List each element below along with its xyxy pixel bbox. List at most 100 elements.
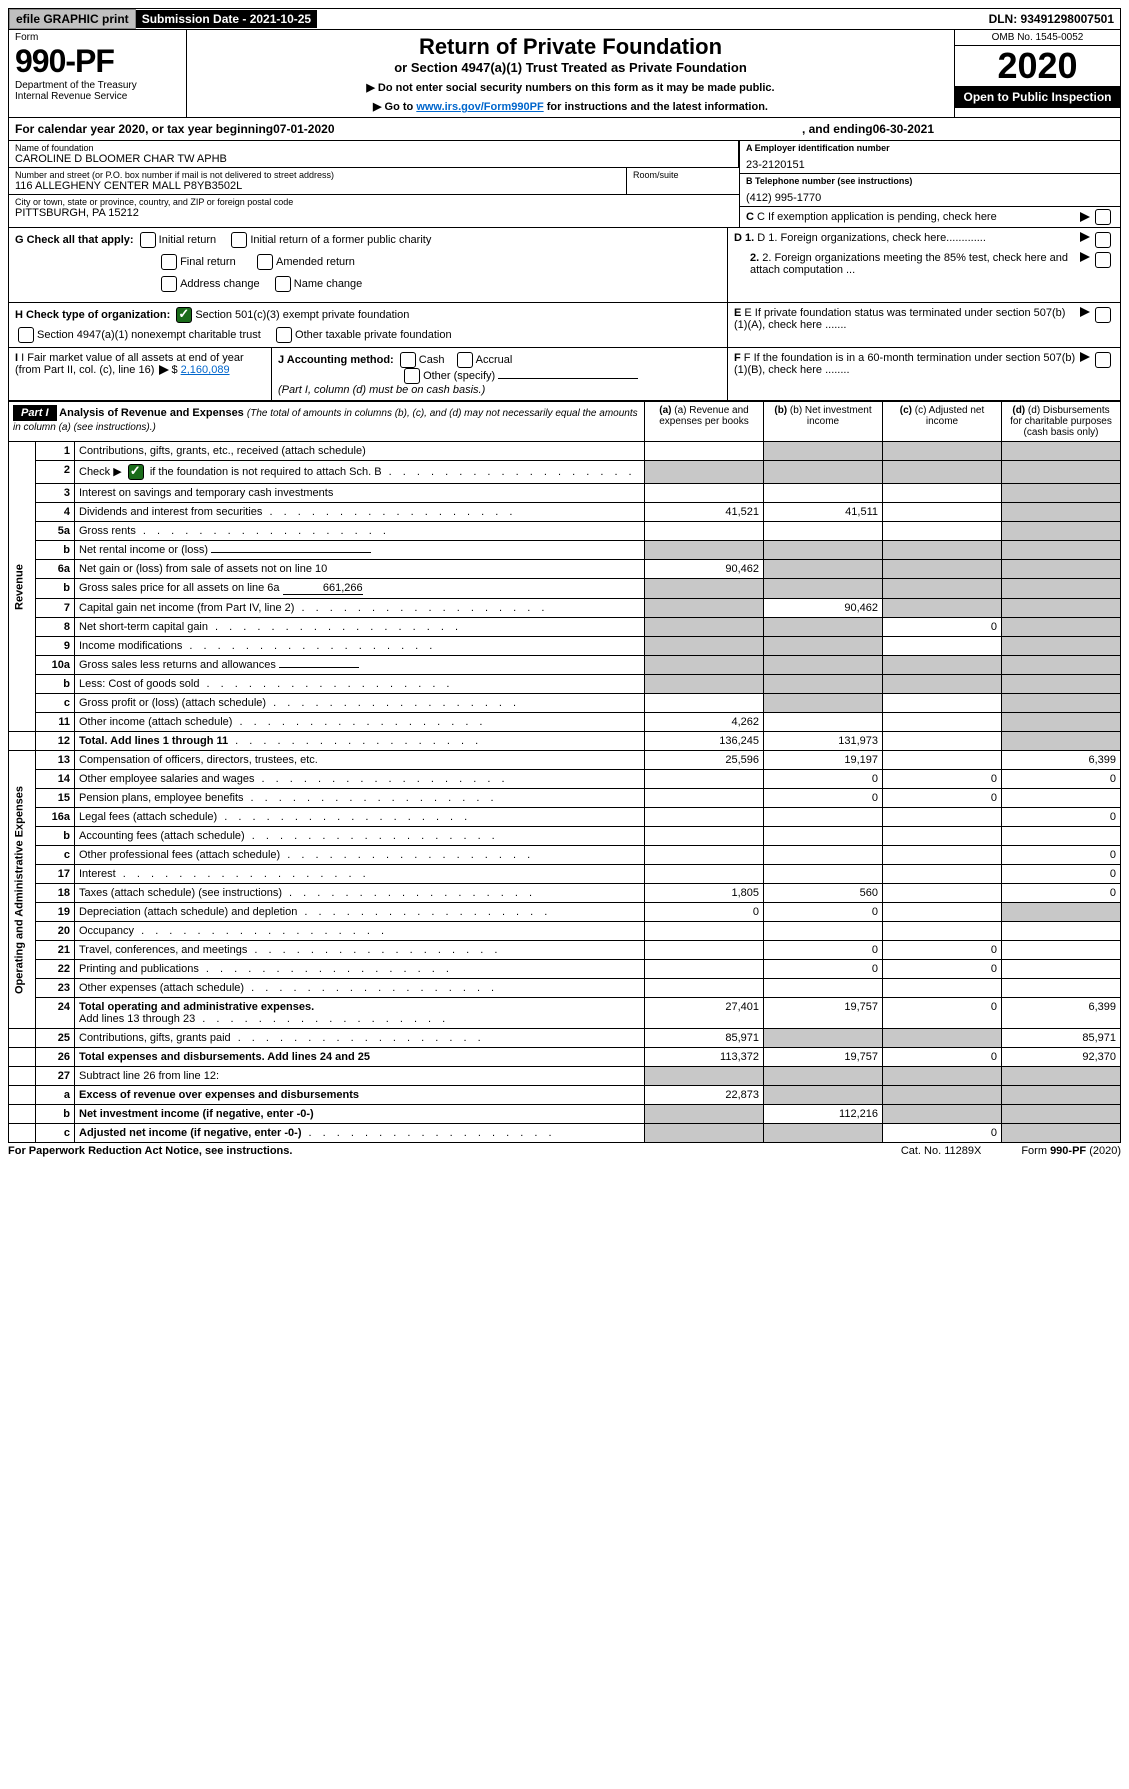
d1-checkbox[interactable] bbox=[1095, 232, 1111, 248]
g-name-checkbox[interactable] bbox=[275, 276, 291, 292]
line-23: 23Other expenses (attach schedule) bbox=[9, 979, 1121, 998]
g-final-checkbox[interactable] bbox=[161, 254, 177, 270]
line-7: 7Capital gain net income (from Part IV, … bbox=[9, 599, 1121, 618]
part1-table: Part I Analysis of Revenue and Expenses … bbox=[8, 401, 1121, 1143]
arrow-icon bbox=[1080, 252, 1090, 262]
line-1: Revenue 1Contributions, gifts, grants, e… bbox=[9, 442, 1121, 461]
col-a-header: (a) (a) Revenue and expenses per books bbox=[645, 402, 764, 442]
h-501c3-checkbox[interactable] bbox=[176, 307, 192, 323]
line-16c: cOther professional fees (attach schedul… bbox=[9, 846, 1121, 865]
tax-year: 2020 bbox=[955, 46, 1120, 86]
instr-2: ▶ Go to www.irs.gov/Form990PF for instru… bbox=[193, 100, 948, 113]
line-11: 11Other income (attach schedule)4,262 bbox=[9, 713, 1121, 732]
foundation-name: CAROLINE D BLOOMER CHAR TW APHB bbox=[15, 153, 732, 165]
d-block: D 1. D 1. Foreign organizations, check h… bbox=[727, 228, 1120, 302]
arrow-icon bbox=[1080, 307, 1090, 317]
top-bar: efile GRAPHIC print Submission Date - 20… bbox=[8, 8, 1121, 30]
j-accrual-checkbox[interactable] bbox=[457, 352, 473, 368]
arrow-icon bbox=[1080, 232, 1090, 242]
addr-label: Number and street (or P.O. box number if… bbox=[15, 170, 620, 180]
line-24: 24Total operating and administrative exp… bbox=[9, 998, 1121, 1029]
submission-date: Submission Date - 2021-10-25 bbox=[136, 10, 317, 28]
g-row: G Check all that apply: Initial return I… bbox=[15, 232, 721, 254]
city-state-zip: PITTSBURGH, PA 15212 bbox=[15, 207, 733, 219]
begin-date: 07-01-2020 bbox=[273, 122, 334, 136]
expenses-label: Operating and Administrative Expenses bbox=[9, 751, 36, 1029]
efile-print-button[interactable]: efile GRAPHIC print bbox=[9, 9, 136, 29]
line-18: 18Taxes (attach schedule) (see instructi… bbox=[9, 884, 1121, 903]
part1-label: Part I bbox=[13, 405, 57, 421]
part1-title: Analysis of Revenue and Expenses bbox=[59, 407, 244, 419]
form-number: 990-PF bbox=[15, 43, 180, 80]
line-4: 4Dividends and interest from securities4… bbox=[9, 503, 1121, 522]
g-initial-former-checkbox[interactable] bbox=[231, 232, 247, 248]
g-amended-checkbox[interactable] bbox=[257, 254, 273, 270]
ein-label: A Employer identification number bbox=[746, 143, 1114, 153]
f-checkbox[interactable] bbox=[1095, 352, 1111, 368]
j-block: J Accounting method: Cash Accrual Other … bbox=[272, 348, 727, 400]
line-25: 25Contributions, gifts, grants paid85,97… bbox=[9, 1029, 1121, 1048]
line-10b: bLess: Cost of goods sold bbox=[9, 675, 1121, 694]
e-block: E E If private foundation status was ter… bbox=[727, 303, 1120, 347]
revenue-label: Revenue bbox=[9, 442, 36, 732]
line-10a: 10aGross sales less returns and allowanc… bbox=[9, 656, 1121, 675]
h-other-checkbox[interactable] bbox=[276, 327, 292, 343]
line2-checkbox[interactable] bbox=[128, 464, 144, 480]
i-value[interactable]: 2,160,089 bbox=[181, 364, 230, 376]
footer: For Paperwork Reduction Act Notice, see … bbox=[8, 1145, 1121, 1157]
line-10c: cGross profit or (loss) (attach schedule… bbox=[9, 694, 1121, 713]
dept: Department of the Treasury bbox=[15, 80, 180, 91]
city-label: City or town, state or province, country… bbox=[15, 197, 733, 207]
header-right: OMB No. 1545-0052 2020 Open to Public In… bbox=[954, 30, 1120, 117]
j-cash-checkbox[interactable] bbox=[400, 352, 416, 368]
j-other-checkbox[interactable] bbox=[404, 368, 420, 384]
h-row: H Check type of organization: Section 50… bbox=[15, 307, 721, 323]
line-12: 12Total. Add lines 1 through 11136,24513… bbox=[9, 732, 1121, 751]
instr-1: ▶ Do not enter social security numbers o… bbox=[193, 81, 948, 94]
line-21: 21Travel, conferences, and meetings00 bbox=[9, 941, 1121, 960]
i-block: I I Fair market value of all assets at e… bbox=[9, 348, 272, 400]
arrow-icon bbox=[1080, 212, 1090, 222]
phone: (412) 995-1770 bbox=[746, 186, 1114, 204]
col-c-header: (c) (c) Adjusted net income bbox=[883, 402, 1002, 442]
c-checkbox[interactable] bbox=[1095, 209, 1111, 225]
g-initial-checkbox[interactable] bbox=[140, 232, 156, 248]
e-checkbox[interactable] bbox=[1095, 307, 1111, 323]
i-j-f-block: I I Fair market value of all assets at e… bbox=[8, 348, 1121, 401]
dln: DLN: 93491298007501 bbox=[983, 10, 1120, 28]
form-header: Form 990-PF Department of the Treasury I… bbox=[8, 30, 1121, 118]
line-5b: bNet rental income or (loss) bbox=[9, 541, 1121, 560]
line-19: 19Depreciation (attach schedule) and dep… bbox=[9, 903, 1121, 922]
line-17: 17Interest0 bbox=[9, 865, 1121, 884]
d2-checkbox[interactable] bbox=[1095, 252, 1111, 268]
identity-block: Name of foundation CAROLINE D BLOOMER CH… bbox=[8, 141, 1121, 228]
form-word: Form bbox=[15, 32, 180, 43]
line-20: 20Occupancy bbox=[9, 922, 1121, 941]
form-footer: Form 990-PF (2020) bbox=[1021, 1145, 1121, 1157]
g-address-checkbox[interactable] bbox=[161, 276, 177, 292]
line-2: 2 Check ▶ if the foundation is not requi… bbox=[9, 461, 1121, 484]
col-b-header: (b) (b) Net investment income bbox=[764, 402, 883, 442]
arrow-icon bbox=[159, 365, 169, 375]
right-id-box: A Employer identification number 23-2120… bbox=[739, 141, 1120, 227]
omb-number: OMB No. 1545-0052 bbox=[955, 30, 1120, 46]
form-subtitle: or Section 4947(a)(1) Trust Treated as P… bbox=[193, 60, 948, 75]
end-date: 06-30-2021 bbox=[873, 122, 934, 136]
header-mid: Return of Private Foundation or Section … bbox=[187, 30, 954, 117]
open-public: Open to Public Inspection bbox=[955, 86, 1120, 108]
line-9: 9Income modifications bbox=[9, 637, 1121, 656]
line-27a: aExcess of revenue over expenses and dis… bbox=[9, 1086, 1121, 1105]
line-6b: bGross sales price for all assets on lin… bbox=[9, 579, 1121, 599]
line-8: 8Net short-term capital gain0 bbox=[9, 618, 1121, 637]
line-16b: bAccounting fees (attach schedule) bbox=[9, 827, 1121, 846]
paperwork-notice: For Paperwork Reduction Act Notice, see … bbox=[8, 1145, 292, 1157]
form-link[interactable]: www.irs.gov/Form990PF bbox=[416, 101, 543, 113]
j-note: (Part I, column (d) must be on cash basi… bbox=[278, 384, 721, 396]
line-22: 22Printing and publications00 bbox=[9, 960, 1121, 979]
line-27c: cAdjusted net income (if negative, enter… bbox=[9, 1124, 1121, 1143]
line-13: Operating and Administrative Expenses 13… bbox=[9, 751, 1121, 770]
h-4947-checkbox[interactable] bbox=[18, 327, 34, 343]
f-block: F F If the foundation is in a 60-month t… bbox=[727, 348, 1120, 400]
h-e-block: H Check type of organization: Section 50… bbox=[8, 303, 1121, 348]
irs: Internal Revenue Service bbox=[15, 91, 180, 102]
